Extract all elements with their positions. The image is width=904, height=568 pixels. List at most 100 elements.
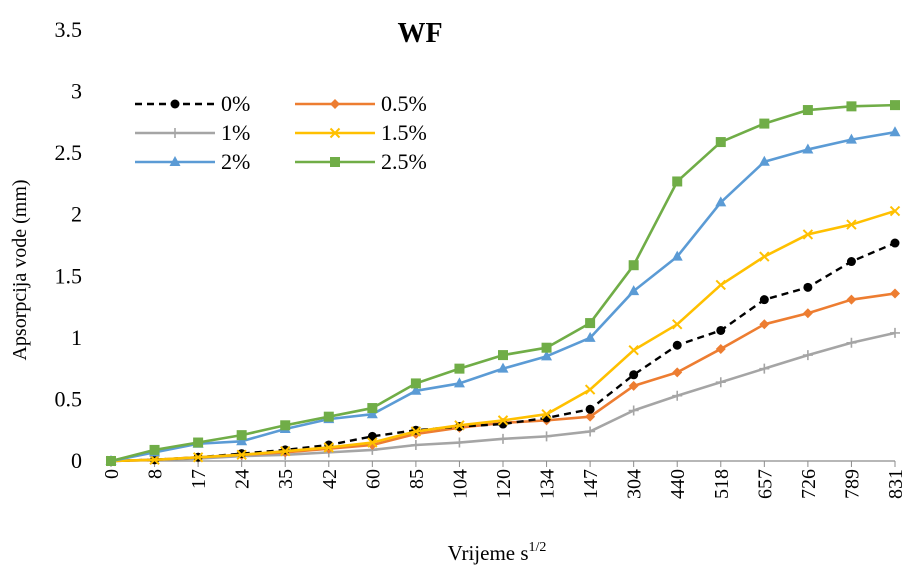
y-tick-label: 1.5 <box>55 263 83 288</box>
data-point-1pct <box>715 377 726 388</box>
data-point-1-5pct <box>149 454 160 465</box>
x-tick-label: 304 <box>624 469 646 499</box>
data-point-1-5pct <box>454 420 465 431</box>
y-tick-label: 0.5 <box>55 386 83 411</box>
x-tick-label: 42 <box>319 469 341 489</box>
data-point-0-5pct <box>846 294 857 305</box>
data-point-2pct <box>845 133 857 144</box>
data-point-2pct <box>236 435 248 446</box>
legend-label-2-5pct: 2.5% <box>381 149 427 174</box>
data-point-2-5pct <box>149 444 160 455</box>
data-point-1pct <box>759 363 770 374</box>
data-point-2-5pct <box>802 105 813 116</box>
legend-label-0pct: 0% <box>221 91 250 116</box>
x-tick-label: 85 <box>406 469 428 489</box>
data-point-1-5pct <box>628 344 639 356</box>
x-tick-label: 104 <box>449 469 471 499</box>
y-tick-label: 2.5 <box>55 140 83 165</box>
data-point-2pct <box>497 362 509 373</box>
data-point-1-5pct <box>323 442 334 453</box>
data-point-2-5pct <box>454 363 465 374</box>
data-point-1pct <box>802 350 813 361</box>
legend-label-0-5pct: 0.5% <box>381 91 427 116</box>
data-point-1pct <box>498 433 508 444</box>
data-point-1-5pct <box>802 229 814 240</box>
data-point-0pct <box>367 431 377 441</box>
legend-marker-2pct <box>169 156 181 166</box>
data-point-0pct <box>629 370 639 380</box>
legend-item-0-5pct: 0.5% <box>295 91 427 116</box>
data-point-1-5pct <box>584 384 596 395</box>
data-point-0pct <box>890 238 900 248</box>
data-point-2-5pct <box>628 260 639 271</box>
data-point-1-5pct <box>759 251 770 262</box>
series-1pct <box>106 327 900 466</box>
data-point-0pct <box>716 325 726 335</box>
data-point-1-5pct <box>367 437 378 448</box>
data-point-1-5pct <box>846 219 857 230</box>
data-point-0pct <box>803 282 813 292</box>
data-point-2pct <box>410 384 422 395</box>
x-tick-label: 726 <box>798 469 820 499</box>
series-1-5pct <box>105 205 901 467</box>
y-axis-label: Apsorpcija vode (mm) <box>9 179 31 360</box>
data-point-2pct <box>889 126 901 137</box>
data-point-2-5pct <box>367 403 378 414</box>
data-point-2-5pct <box>846 101 857 112</box>
data-point-1-5pct <box>236 449 247 461</box>
data-point-1pct <box>541 431 552 442</box>
x-tick-label: 134 <box>537 469 559 499</box>
series-2pct <box>105 126 901 465</box>
data-point-1pct <box>410 439 421 450</box>
y-tick-label: 0 <box>71 448 82 473</box>
data-point-2-5pct <box>323 411 334 422</box>
x-tick-label: 518 <box>711 469 733 499</box>
data-point-2-5pct <box>541 342 552 353</box>
data-point-0-5pct <box>672 367 683 378</box>
data-point-0-5pct <box>759 319 770 330</box>
data-point-1-5pct <box>715 279 726 291</box>
data-point-2pct <box>541 350 553 361</box>
axes: 0 0.5 1 1.5 2 2.5 3 3.5 0 8 17 24 35 42 60 85 104 120 134 1… <box>55 17 904 499</box>
legend-item-1pct: 1% <box>135 120 250 145</box>
legend-marker-1pct <box>170 128 180 138</box>
series-layer <box>105 100 901 467</box>
x-axis-label-main: Vrijeme s <box>448 541 529 565</box>
data-point-1-5pct <box>410 426 422 437</box>
x-tick-label: 17 <box>188 469 210 489</box>
data-point-0pct <box>672 340 682 350</box>
data-point-1-5pct <box>672 319 683 330</box>
data-point-0-5pct <box>890 288 900 299</box>
data-point-0pct <box>846 257 856 267</box>
data-point-2-5pct <box>498 350 508 361</box>
y-tick-label: 1 <box>71 325 82 350</box>
data-point-2pct <box>366 408 378 419</box>
data-point-1pct <box>846 337 857 348</box>
legend-marker-2-5pct <box>330 157 340 167</box>
data-point-0pct <box>585 404 595 414</box>
data-point-1pct <box>585 426 596 437</box>
x-tick-label: 35 <box>275 469 297 489</box>
data-point-2-5pct <box>585 318 596 329</box>
x-tick-label: 147 <box>580 469 602 499</box>
legend-item-2-5pct: 2.5% <box>295 149 427 174</box>
x-tick-label: 789 <box>841 469 863 499</box>
legend: 0% 0.5% 1% 1.5% 2% 2.5% <box>135 91 427 174</box>
data-point-1pct <box>454 437 465 448</box>
legend-label-1pct: 1% <box>221 120 250 145</box>
legend-label-1-5pct: 1.5% <box>381 120 427 145</box>
data-point-2pct <box>802 143 814 154</box>
data-point-2pct <box>671 250 683 261</box>
data-point-1pct <box>890 327 900 338</box>
chart-title: WF <box>397 18 442 49</box>
data-point-2-5pct <box>672 176 683 187</box>
data-point-1pct <box>672 390 683 401</box>
legend-marker-0-5pct <box>330 99 340 109</box>
x-axis-label: Vrijeme s1/2 <box>448 540 547 565</box>
data-point-2pct <box>715 196 727 207</box>
series-2-5pct <box>106 100 900 466</box>
data-point-2-5pct <box>410 378 421 389</box>
x-axis-label-superscript: 1/2 <box>529 540 547 555</box>
data-point-0pct <box>759 295 769 305</box>
